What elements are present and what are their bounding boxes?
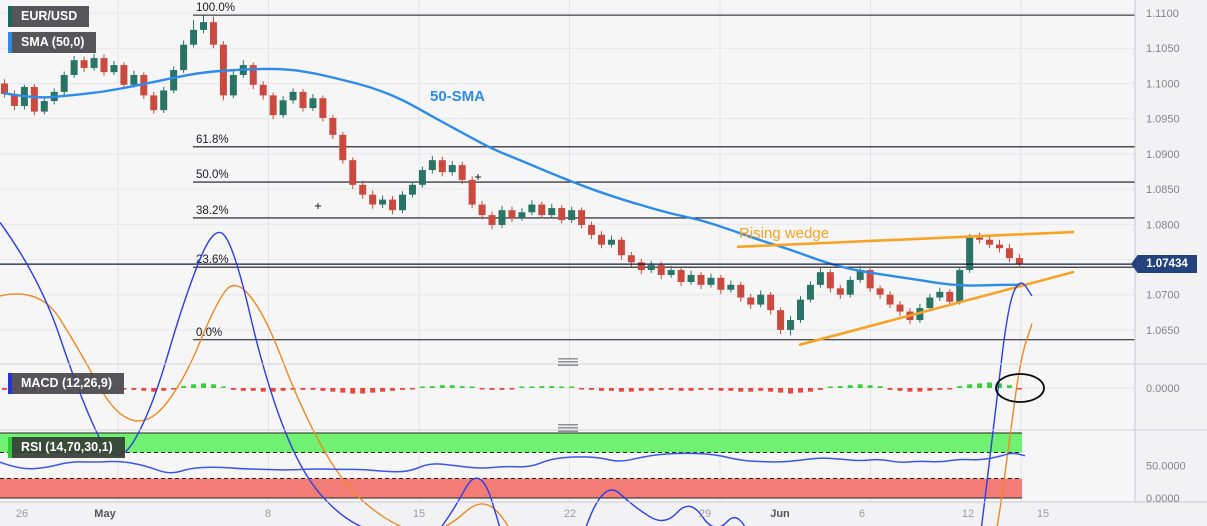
svg-text:0.0000: 0.0000 bbox=[1146, 493, 1180, 505]
rising-wedge-lines bbox=[736, 230, 1075, 346]
svg-text:1.0700: 1.0700 bbox=[1146, 290, 1180, 302]
svg-text:100.0%: 100.0% bbox=[196, 2, 235, 14]
svg-text:50.0%: 50.0% bbox=[196, 169, 229, 181]
sma-legend-badge[interactable]: SMA (50,0) bbox=[8, 32, 97, 53]
svg-text:0.0%: 0.0% bbox=[196, 327, 222, 339]
svg-text:May: May bbox=[94, 508, 116, 520]
svg-text:1.0900: 1.0900 bbox=[1146, 149, 1180, 161]
rsi-line bbox=[0, 452, 1026, 474]
price-axis[interactable]: 1.1100 1.1050 1.1000 1.0950 1.0900 1.0850 1.08… bbox=[1146, 8, 1186, 526]
time-axis[interactable]: 26 May 8 15 22 29 Jun 6 12 15 bbox=[16, 508, 1049, 520]
rsi-bands bbox=[0, 432, 1022, 499]
svg-text:15: 15 bbox=[413, 508, 425, 520]
sma-line bbox=[3, 67, 1021, 287]
svg-text:1.1000: 1.1000 bbox=[1146, 78, 1180, 90]
panel-resize-handle-macd[interactable] bbox=[558, 358, 578, 366]
svg-text:0.0000: 0.0000 bbox=[1146, 383, 1180, 395]
macd-highlight-ellipse bbox=[995, 373, 1045, 403]
svg-text:1.0650: 1.0650 bbox=[1146, 325, 1180, 337]
panel-separators bbox=[0, 0, 1207, 503]
drawing-anchor-markers bbox=[315, 174, 481, 209]
macd-line bbox=[0, 221, 1033, 526]
svg-text:1.0950: 1.0950 bbox=[1146, 114, 1180, 126]
svg-text:15: 15 bbox=[1037, 508, 1049, 520]
svg-text:50.0000: 50.0000 bbox=[1146, 461, 1186, 473]
svg-text:1.1100: 1.1100 bbox=[1146, 8, 1179, 20]
svg-text:8: 8 bbox=[265, 508, 271, 520]
svg-text:38.2%: 38.2% bbox=[196, 205, 229, 217]
svg-text:1.0850: 1.0850 bbox=[1146, 184, 1180, 196]
last-price-badge: 1.07434 bbox=[1131, 255, 1197, 273]
svg-text:Jun: Jun bbox=[770, 508, 790, 520]
svg-text:22: 22 bbox=[564, 508, 576, 520]
gridlines bbox=[0, 0, 1135, 502]
macd-legend-badge[interactable]: MACD (12,26,9) bbox=[8, 373, 124, 394]
rising-wedge-annotation-text: Rising wedge bbox=[739, 225, 830, 242]
svg-text:29: 29 bbox=[699, 508, 711, 520]
macd-histogram bbox=[2, 382, 1022, 394]
panel-resize-handle-rsi[interactable] bbox=[558, 424, 578, 432]
svg-text:12: 12 bbox=[962, 508, 974, 520]
sma-annotation-text: 50-SMA bbox=[430, 88, 486, 105]
svg-text:61.8%: 61.8% bbox=[196, 134, 229, 146]
rsi-legend-badge[interactable]: RSI (14,70,30,1) bbox=[8, 437, 125, 458]
symbol-legend-badge[interactable]: EUR/USD bbox=[8, 6, 90, 27]
svg-text:1.1050: 1.1050 bbox=[1146, 43, 1180, 55]
macd-signal-line bbox=[0, 284, 1033, 526]
svg-text:1.0800: 1.0800 bbox=[1146, 219, 1180, 231]
svg-text:23.6%: 23.6% bbox=[196, 254, 229, 266]
candles bbox=[1, 15, 1023, 336]
svg-text:6: 6 bbox=[859, 508, 865, 520]
svg-text:26: 26 bbox=[16, 508, 28, 520]
